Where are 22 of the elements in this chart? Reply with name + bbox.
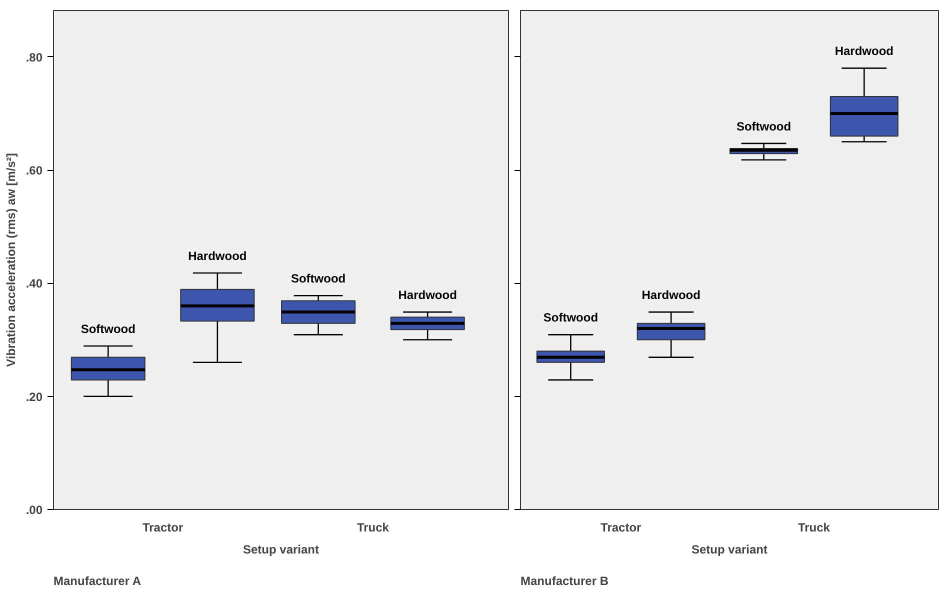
x-tick-label: Tractor [600, 520, 642, 534]
text: Hardwood [188, 249, 247, 264]
y-tick-label: .80 [26, 50, 43, 64]
x-axis-title: Setup variant [242, 542, 320, 556]
series-label: Softwood [290, 272, 346, 286]
x-tick-label: Tractor [142, 520, 184, 534]
y-tick-label: .60 [26, 164, 43, 178]
series-label: Hardwood [642, 288, 700, 302]
x-tick-label: Truck [356, 520, 390, 534]
series-label: Softwood [736, 119, 792, 134]
y-axis-title: Vibration acceleration (rms) aw [m/s²] [4, 153, 18, 367]
text: Softwood [80, 322, 136, 336]
text: Manufacturer A [54, 574, 142, 588]
text: Softwood [543, 310, 598, 325]
y-tick-label: .20 [26, 390, 43, 404]
text: Manufacturer B [520, 574, 609, 588]
y-tick-label: .40 [26, 276, 43, 291]
y-tick-label: .00 [26, 503, 43, 517]
series-label: Hardwood [398, 288, 457, 302]
text: Hardwood [834, 44, 894, 58]
x-tick-label: Truck [798, 520, 830, 534]
x-axis-title: Setup variant [691, 542, 768, 556]
